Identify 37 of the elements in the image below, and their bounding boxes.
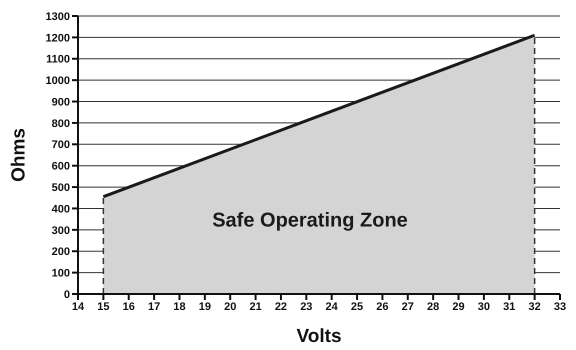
x-tick-label: 32: [528, 300, 541, 313]
x-tick-label: 26: [376, 300, 389, 313]
y-tick-label: 1300: [46, 10, 70, 23]
y-tick-label: 1200: [46, 32, 70, 44]
annotation: Safe Operating Zone: [212, 210, 408, 232]
x-tick-label: 19: [198, 300, 211, 313]
x-tick-label: 28: [427, 300, 440, 313]
y-tick-label: 900: [52, 96, 70, 108]
x-tick-label: 17: [148, 300, 160, 313]
y-tick-label: 600: [52, 160, 70, 173]
y-tick-label: 800: [52, 118, 70, 130]
y-axis-title: Ohms: [8, 128, 30, 182]
x-tick-label: 22: [274, 300, 288, 313]
x-tick-label: 33: [554, 300, 566, 313]
x-tick-label: 25: [350, 300, 364, 313]
x-tick-label: 31: [503, 300, 516, 313]
x-tick-label: 24: [326, 300, 339, 313]
x-tick-label: 21: [249, 300, 262, 313]
x-tick-label: 15: [97, 300, 110, 313]
y-tick-label: 400: [52, 203, 70, 216]
x-tick-label: 20: [224, 300, 236, 313]
y-tick-label: 1000: [46, 75, 70, 88]
x-tick-label: 27: [402, 300, 414, 313]
y-tick-label: 1100: [46, 54, 70, 66]
x-tick-label: 18: [173, 300, 186, 313]
x-tick-label: 16: [122, 300, 135, 313]
x-tick-label: 23: [300, 300, 312, 313]
y-tick-label: 500: [52, 182, 70, 194]
x-tick-label: 14: [72, 300, 85, 313]
y-tick-label: 0: [64, 288, 70, 301]
x-tick-label: 30: [478, 300, 490, 313]
x-tick-label: 29: [452, 300, 465, 313]
y-tick-label: 100: [52, 268, 70, 280]
y-tick-label: 300: [52, 224, 70, 237]
y-tick-label: 200: [52, 246, 70, 258]
x-axis-title: Volts: [296, 326, 342, 347]
y-tick-label: 700: [52, 139, 70, 152]
